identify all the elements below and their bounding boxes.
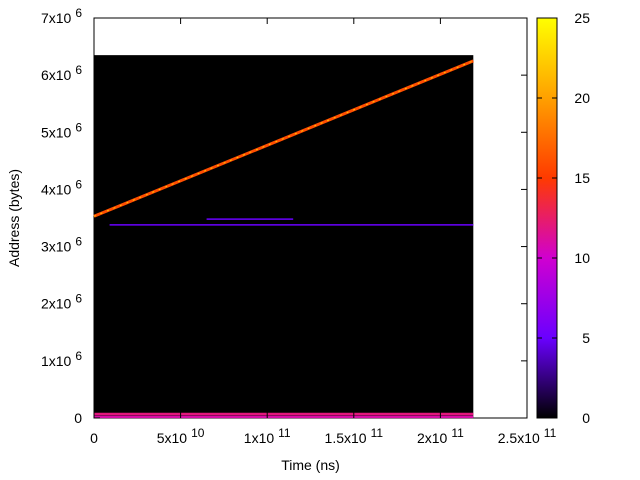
colorbar-tick-label: 25 bbox=[574, 10, 590, 26]
y-tick-label: 2x10 6 bbox=[41, 292, 82, 312]
x-tick-label: 5x10 10 bbox=[157, 426, 205, 446]
y-tick-label: 3x10 6 bbox=[41, 235, 82, 255]
colorbar-tick-label: 5 bbox=[582, 330, 590, 346]
colorbar bbox=[536, 17, 558, 419]
heatmap-diagonal-highlight bbox=[93, 60, 474, 217]
y-axis-title: Address (bytes) bbox=[6, 169, 22, 267]
axes: 0 5x10 10 1x10 11 1.5x10 11 2x10 11 2.5x10 11 0 1x10… bbox=[41, 6, 557, 446]
colorbar-ticks: 0 5 10 15 20 25 bbox=[537, 10, 590, 426]
x-tick-label: 1.5x10 11 bbox=[325, 426, 384, 446]
y-tick-label: 4x10 6 bbox=[41, 177, 82, 197]
colorbar-tick-label: 15 bbox=[574, 170, 590, 186]
y-tick-label: 5x10 6 bbox=[41, 120, 82, 140]
x-tick-label: 2x10 11 bbox=[417, 426, 464, 446]
y-tick-label: 7x10 6 bbox=[41, 6, 82, 26]
colorbar-tick-label: 0 bbox=[582, 410, 590, 426]
x-tick-label: 1x10 11 bbox=[244, 426, 291, 446]
heatmap-features bbox=[93, 59, 474, 419]
colorbar-tick-label: 10 bbox=[574, 250, 590, 266]
y-tick-label: 1x10 6 bbox=[41, 349, 82, 369]
x-axis-title: Time (ns) bbox=[281, 457, 340, 473]
x-tick-label: 2.5x10 11 bbox=[498, 426, 557, 446]
heatmap-background bbox=[94, 55, 474, 419]
y-tick-label: 6x10 6 bbox=[41, 63, 82, 83]
x-tick-label: 0 bbox=[90, 430, 98, 446]
colorbar-tick-label: 20 bbox=[574, 90, 590, 106]
y-tick-label: 0 bbox=[74, 410, 82, 426]
